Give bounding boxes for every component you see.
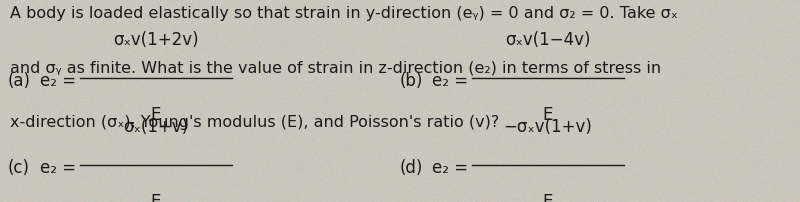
Text: σₓv(1−4v): σₓv(1−4v) — [506, 31, 590, 49]
Text: σₓ(1+v): σₓ(1+v) — [123, 118, 189, 136]
Text: e₂ =: e₂ = — [432, 159, 468, 177]
Text: −σₓv(1+v): −σₓv(1+v) — [503, 118, 593, 136]
Text: E: E — [151, 106, 161, 124]
Text: E: E — [543, 106, 553, 124]
Text: σₓv(1+2v): σₓv(1+2v) — [113, 31, 199, 49]
Text: (a): (a) — [8, 72, 31, 90]
Text: (d): (d) — [400, 159, 423, 177]
Text: e₂ =: e₂ = — [40, 72, 76, 90]
Text: e₂ =: e₂ = — [432, 72, 468, 90]
Text: and σᵧ as finite. What is the value of strain in z-direction (e₂) in terms of st: and σᵧ as finite. What is the value of s… — [10, 61, 661, 76]
Text: E: E — [543, 193, 553, 202]
Text: x-direction (σₓ), Young's modulus (E), and Poisson's ratio (v)?: x-direction (σₓ), Young's modulus (E), a… — [10, 115, 499, 130]
Text: A body is loaded elastically so that strain in y-direction (eᵧ) = 0 and σ₂ = 0. : A body is loaded elastically so that str… — [10, 6, 678, 21]
Text: (c): (c) — [8, 159, 30, 177]
Text: E: E — [151, 193, 161, 202]
Text: e₂ =: e₂ = — [40, 159, 76, 177]
Text: (b): (b) — [400, 72, 423, 90]
